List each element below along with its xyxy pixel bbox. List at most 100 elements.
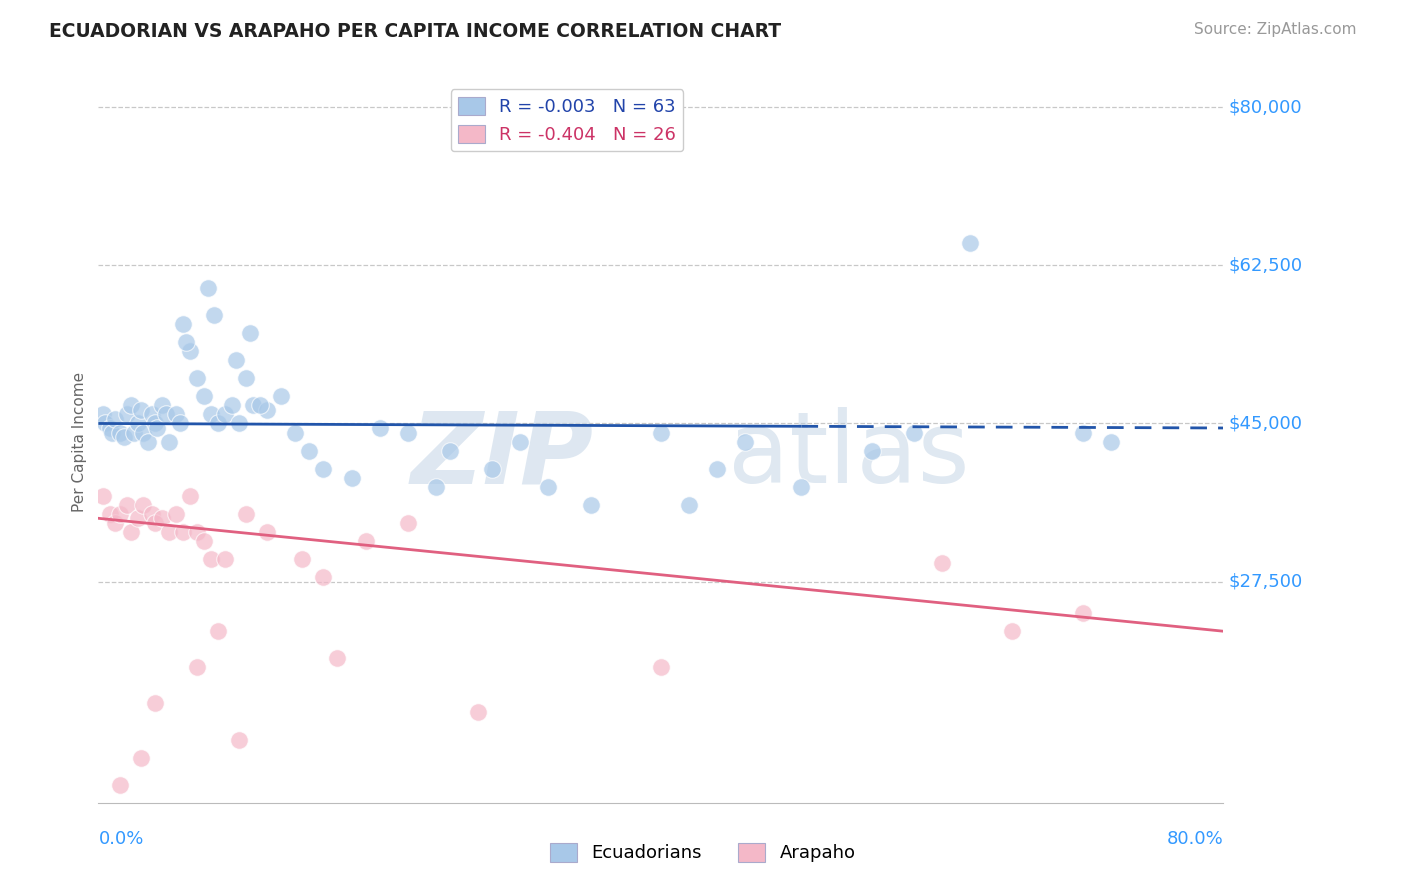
Point <box>481 461 503 475</box>
Point <box>249 398 271 412</box>
Point <box>108 507 131 521</box>
Point <box>1071 606 1094 620</box>
Point <box>104 412 127 426</box>
Point <box>120 398 142 412</box>
Point <box>108 778 131 792</box>
Point <box>136 434 159 449</box>
Text: $27,500: $27,500 <box>1229 573 1303 591</box>
Point <box>202 308 225 322</box>
Point <box>157 524 180 539</box>
Point <box>579 498 602 512</box>
Point <box>186 524 208 539</box>
Point <box>396 425 419 440</box>
Point <box>931 557 953 571</box>
Point <box>225 353 247 368</box>
Point <box>115 408 138 422</box>
Point <box>678 498 700 512</box>
Point <box>120 524 142 539</box>
Point <box>127 511 149 525</box>
Point <box>115 498 138 512</box>
Point <box>650 660 672 674</box>
Point <box>214 408 236 422</box>
Point <box>396 516 419 530</box>
Point <box>439 443 461 458</box>
Legend: R = -0.003   N = 63, R = -0.404   N = 26: R = -0.003 N = 63, R = -0.404 N = 26 <box>450 89 683 152</box>
Point <box>186 371 208 385</box>
Point <box>256 524 278 539</box>
Point <box>235 371 257 385</box>
Point <box>790 480 813 494</box>
Point <box>193 389 215 403</box>
Point <box>706 461 728 475</box>
Point <box>157 434 180 449</box>
Point <box>291 552 314 566</box>
Point <box>509 434 531 449</box>
Point <box>242 398 264 412</box>
Point <box>193 533 215 548</box>
Point <box>150 511 173 525</box>
Legend: Ecuadorians, Arapaho: Ecuadorians, Arapaho <box>543 836 863 870</box>
Point <box>101 425 124 440</box>
Point <box>132 498 155 512</box>
Point <box>141 507 163 521</box>
Point <box>221 398 243 412</box>
Point <box>141 408 163 422</box>
Point <box>467 706 489 720</box>
Point <box>129 403 152 417</box>
Point <box>1001 624 1024 639</box>
Point <box>537 480 560 494</box>
Point <box>903 425 925 440</box>
Point <box>734 434 756 449</box>
Text: $45,000: $45,000 <box>1229 415 1303 433</box>
Point <box>228 417 250 431</box>
Point <box>165 408 187 422</box>
Point <box>1071 425 1094 440</box>
Point <box>186 660 208 674</box>
Point <box>143 697 166 711</box>
Y-axis label: Per Capita Income: Per Capita Income <box>72 371 87 512</box>
Point <box>284 425 307 440</box>
Point <box>256 403 278 417</box>
Point <box>94 417 117 431</box>
Text: 0.0%: 0.0% <box>98 830 143 848</box>
Text: ECUADORIAN VS ARAPAHO PER CAPITA INCOME CORRELATION CHART: ECUADORIAN VS ARAPAHO PER CAPITA INCOME … <box>49 22 782 41</box>
Point <box>1099 434 1122 449</box>
Point <box>122 425 145 440</box>
Point <box>207 624 229 639</box>
Point <box>146 421 169 435</box>
Point <box>650 425 672 440</box>
Point <box>368 421 391 435</box>
Point <box>165 507 187 521</box>
Point <box>179 344 201 359</box>
Point <box>197 281 219 295</box>
Text: $62,500: $62,500 <box>1229 256 1303 275</box>
Point <box>112 430 135 444</box>
Point <box>326 651 349 665</box>
Point <box>143 417 166 431</box>
Point <box>129 750 152 764</box>
Point <box>312 570 335 584</box>
Point <box>239 326 262 340</box>
Point <box>172 524 194 539</box>
Point <box>108 425 131 440</box>
Point <box>860 443 883 458</box>
Point <box>155 408 177 422</box>
Text: atlas: atlas <box>728 408 970 505</box>
Point <box>340 471 363 485</box>
Point <box>132 425 155 440</box>
Point <box>200 552 222 566</box>
Point <box>91 489 114 503</box>
Point <box>298 443 321 458</box>
Point <box>214 552 236 566</box>
Point <box>959 235 981 250</box>
Point <box>91 408 114 422</box>
Point <box>354 533 377 548</box>
Point <box>312 461 335 475</box>
Point <box>104 516 127 530</box>
Point <box>200 408 222 422</box>
Point <box>228 732 250 747</box>
Point <box>143 516 166 530</box>
Text: $80,000: $80,000 <box>1229 98 1302 116</box>
Point <box>270 389 292 403</box>
Point <box>98 507 121 521</box>
